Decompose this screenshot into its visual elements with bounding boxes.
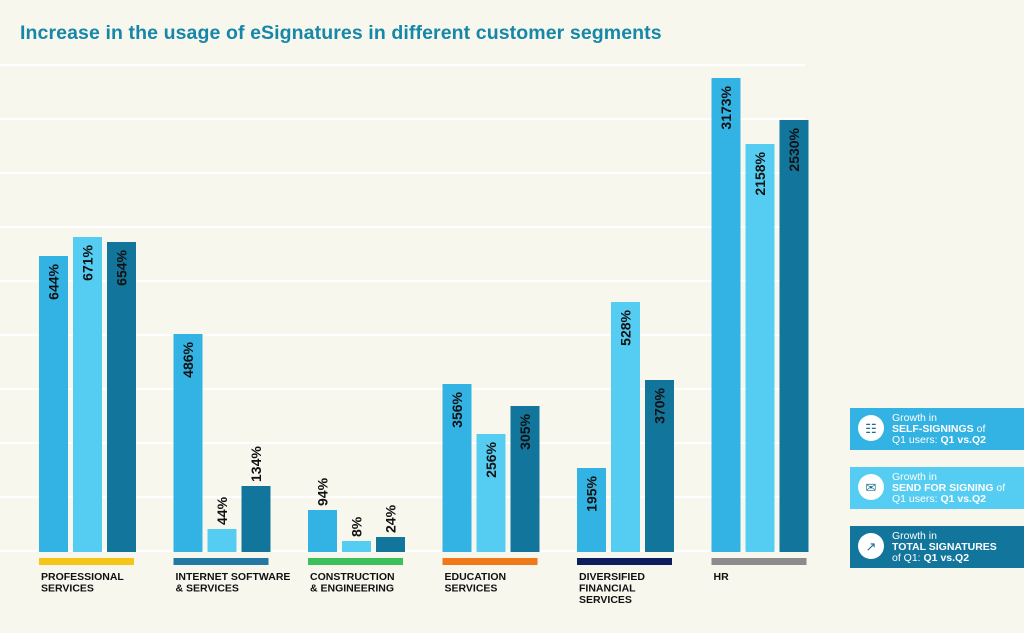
bar: [779, 120, 809, 552]
data-label: 644%: [46, 263, 62, 299]
data-label: 356%: [449, 391, 465, 427]
data-label: 671%: [80, 244, 96, 280]
legend-line: Growth in: [892, 411, 937, 424]
legend-bold-text: TOTAL SIGNATURES: [892, 540, 997, 553]
category-label: INTERNET SOFTWARE: [176, 571, 291, 583]
category-label: HR: [714, 571, 730, 583]
data-label: 8%: [349, 516, 365, 537]
legend-item: ☷ Growth in SELF-SIGNINGS of Q1 users: Q1 v…: [850, 408, 1024, 450]
legend-line: SEND FOR SIGNING of: [892, 481, 1006, 494]
category-label: & ENGINEERING: [310, 583, 394, 595]
bar: [376, 537, 405, 552]
legend-bold-text: Q1 vs.Q2: [923, 551, 970, 564]
bar: [39, 256, 68, 552]
data-label: 2530%: [786, 127, 802, 171]
category-label: PROFESSIONAL: [41, 571, 124, 583]
data-label: 486%: [180, 341, 196, 377]
legend-line: Growth in: [892, 529, 937, 542]
data-label: 24%: [383, 504, 399, 533]
category-label: SERVICES: [445, 583, 498, 595]
legend-line: TOTAL SIGNATURES: [892, 540, 1024, 553]
bar: [342, 541, 371, 552]
legend-line: of Q1: Q1 vs.Q2: [892, 551, 970, 564]
bar: [476, 434, 506, 552]
category-label: DIVERSIFIED: [579, 571, 645, 583]
category-bar: [577, 558, 672, 565]
data-label: 134%: [248, 446, 264, 482]
category-label: EDUCATION: [445, 571, 507, 583]
legend-line: Q1 users: Q1 vs.Q2: [892, 492, 986, 505]
legend-line: Q1 users: Q1 vs.Q2: [892, 433, 986, 446]
data-label: 370%: [652, 387, 668, 423]
chart-title: Increase in the usage of eSignatures in …: [20, 22, 662, 44]
growth-chart-icon: ↗: [858, 533, 884, 559]
data-label: 2158%: [752, 151, 768, 195]
data-label: 305%: [517, 413, 533, 449]
bar: [611, 302, 640, 552]
legend-bold-text: SELF-SIGNINGS: [892, 422, 974, 435]
category-bar: [39, 558, 134, 565]
category-label: SERVICES: [41, 583, 94, 595]
legend-bold-text: Q1 vs.Q2: [940, 492, 986, 505]
envelope-icon: ✉: [858, 474, 884, 500]
bar: [711, 78, 741, 552]
data-label: 94%: [315, 477, 331, 506]
category-label: SERVICES: [579, 594, 632, 606]
category-label: CONSTRUCTION: [310, 571, 395, 583]
bar: [577, 468, 606, 552]
bar: [442, 384, 472, 552]
bar: [510, 406, 540, 552]
legend-line: SELF-SIGNINGS of: [892, 422, 986, 435]
data-label: 3173%: [718, 85, 734, 129]
category-bar: [173, 558, 269, 565]
bar: [308, 510, 337, 552]
category-label: & SERVICES: [176, 583, 239, 595]
category-bar: [711, 558, 807, 565]
bar: [173, 334, 203, 552]
bar: [207, 529, 237, 552]
data-label: 44%: [214, 496, 230, 525]
bar: [645, 380, 674, 552]
data-label: 256%: [483, 441, 499, 477]
document-icon: ☷: [858, 415, 884, 441]
data-label: 528%: [618, 309, 634, 345]
bar: [107, 242, 136, 552]
bar: [73, 237, 102, 552]
data-label: 654%: [114, 249, 130, 285]
bar: [745, 144, 775, 552]
data-label: 195%: [584, 475, 600, 511]
category-bar: [308, 558, 403, 565]
category-label: FINANCIAL: [579, 583, 636, 595]
legend-item: ✉ Growth in SEND FOR SIGNING of Q1 users: Q…: [850, 467, 1024, 509]
legend-bold-text: Q1 vs.Q2: [940, 433, 986, 446]
bar: [241, 486, 271, 552]
legend-item: ↗ Growth in TOTAL SIGNATURES of Q1: Q1 vs.Q…: [850, 526, 1024, 568]
legend-line: Growth in: [892, 470, 937, 483]
legend-bold-text: SEND FOR SIGNING: [892, 481, 994, 494]
category-bar: [442, 558, 538, 565]
